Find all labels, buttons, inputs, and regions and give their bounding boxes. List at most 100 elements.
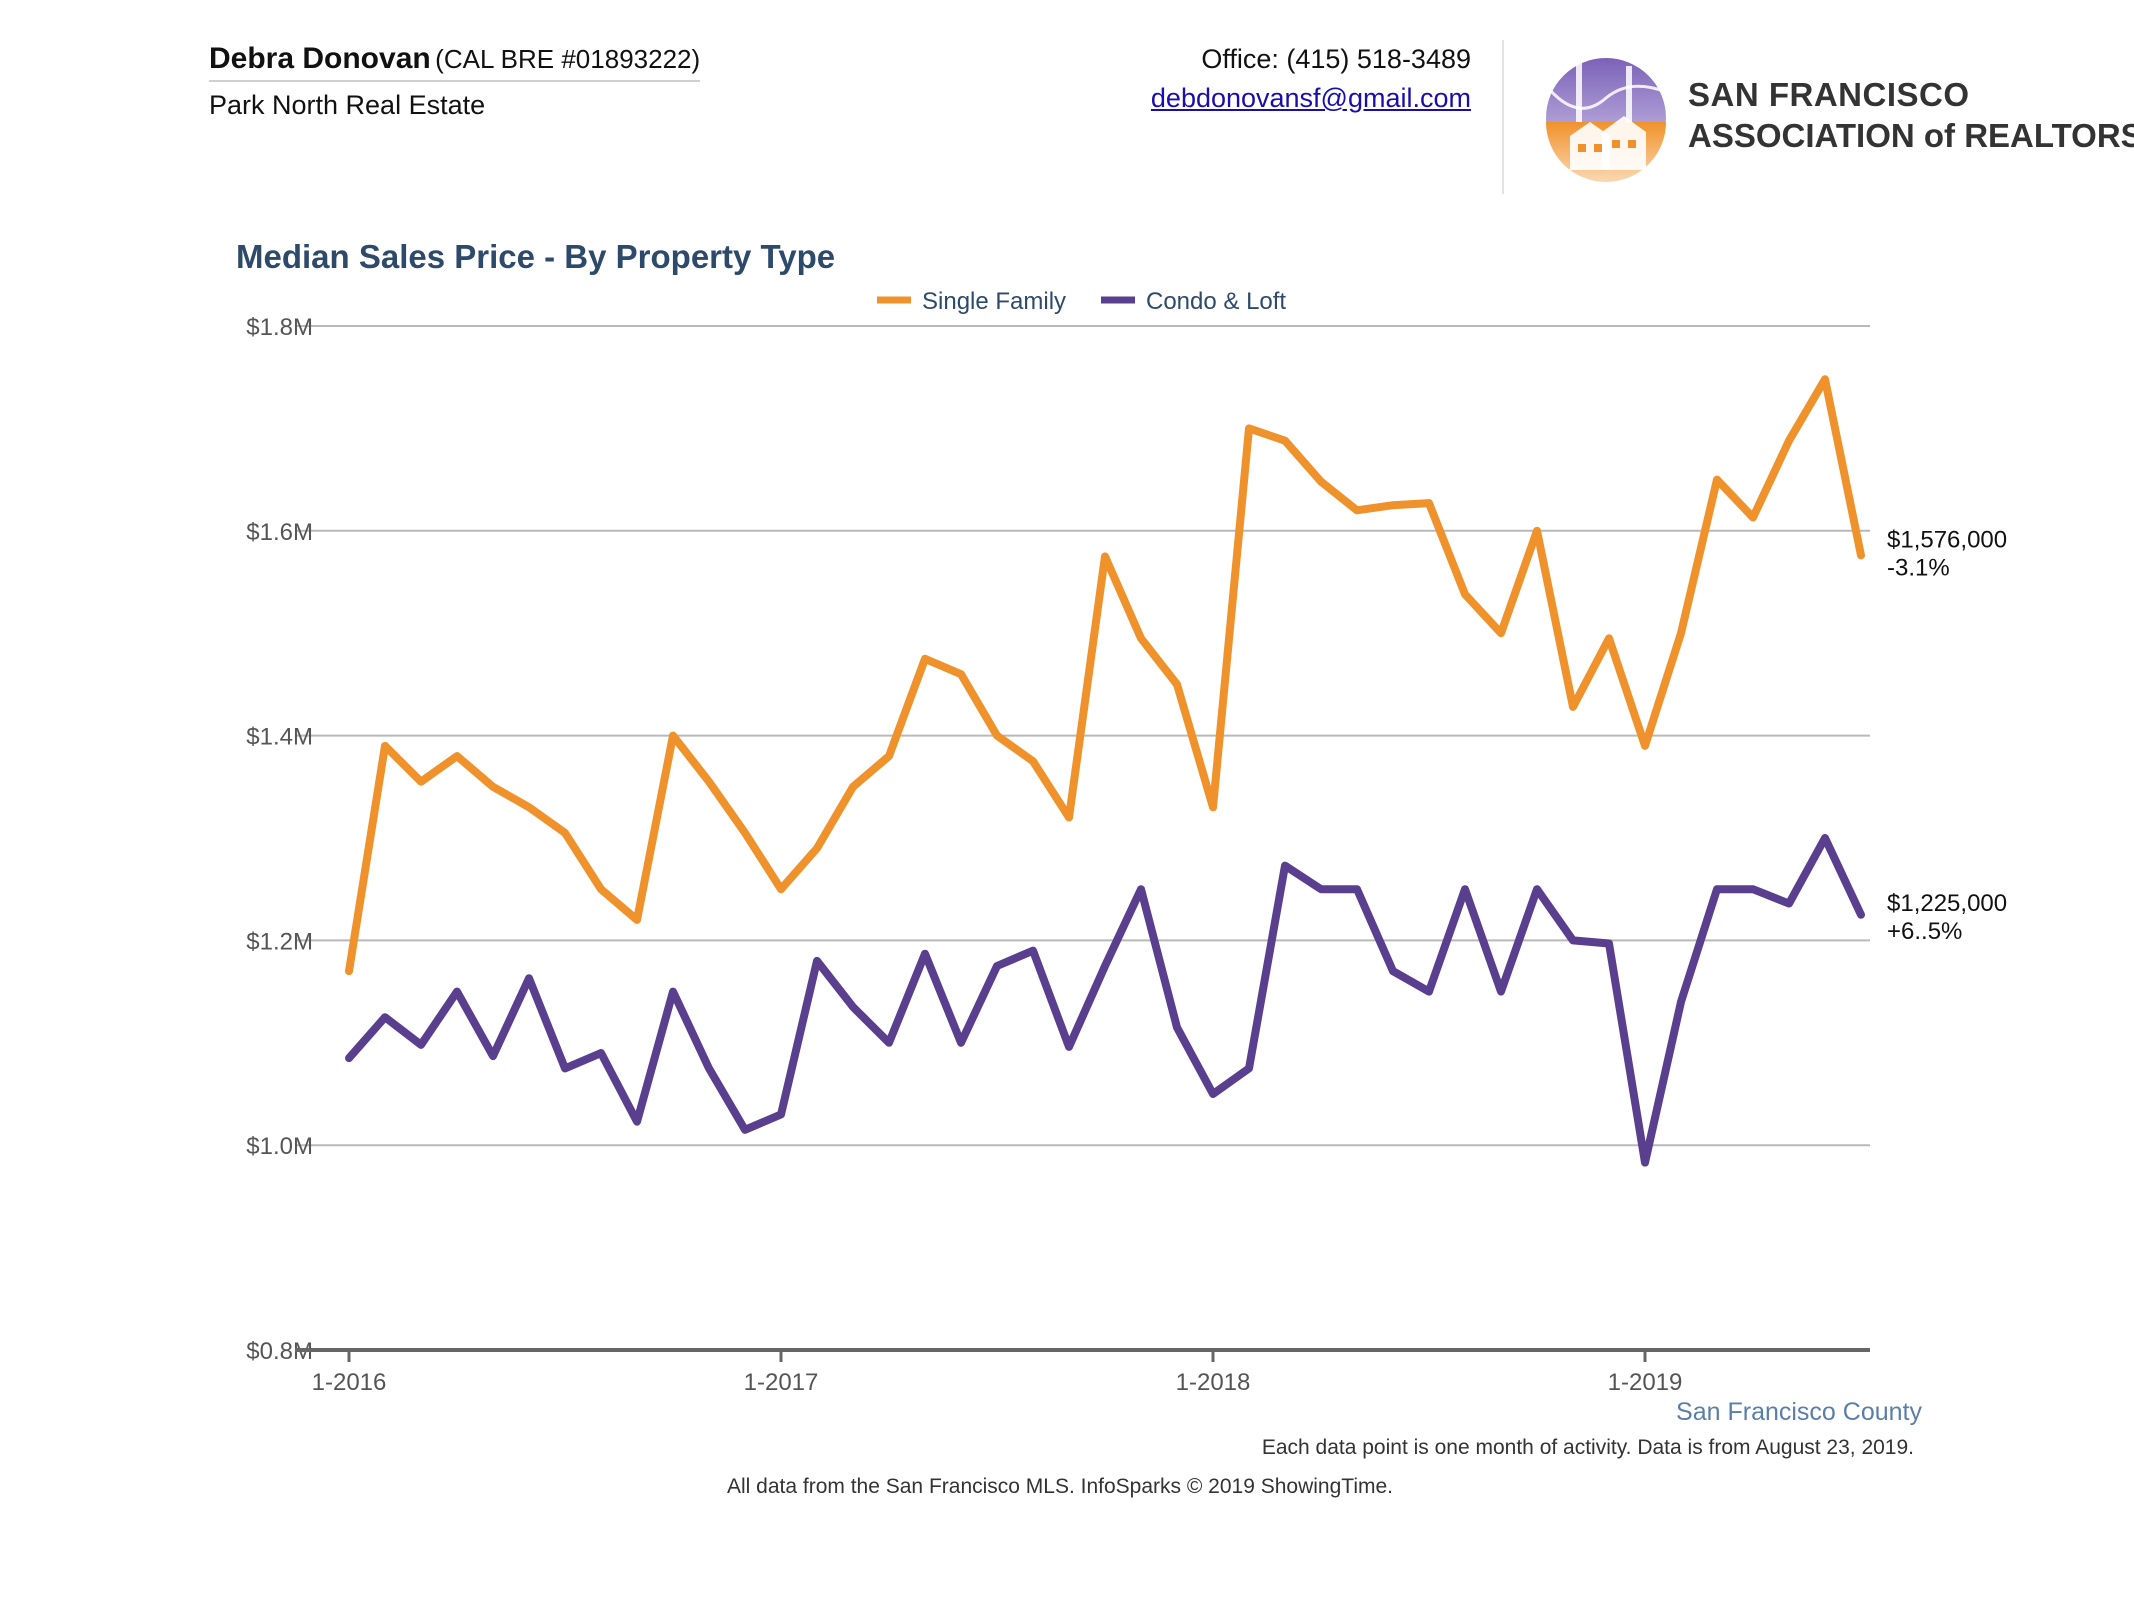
end-labels: $1,576,000-3.1% $1,225,000+6..5%: [1887, 526, 2007, 944]
data-point: [1317, 478, 1325, 486]
data-point: [1065, 814, 1073, 822]
data-point: [1353, 506, 1361, 514]
data-point: [1641, 1159, 1649, 1167]
data-point: [1209, 803, 1217, 811]
data-point: [741, 829, 749, 837]
x-tick-label: 1-2016: [312, 1369, 387, 1396]
data-point: [993, 732, 1001, 740]
office-phone: Office: (415) 518-3489: [1201, 44, 1471, 74]
data-point: [1425, 499, 1433, 507]
data-point: [489, 783, 497, 791]
data-point: [1497, 629, 1505, 637]
sfar-logo: SAN FRANCISCO ASSOCIATION of REALTORS®: [1540, 52, 2134, 187]
data-point: [1317, 885, 1325, 893]
data-point: [669, 988, 677, 996]
data-point: [597, 885, 605, 893]
data-point: [777, 885, 785, 893]
data-point: [1425, 988, 1433, 996]
data-point: [777, 1110, 785, 1118]
header-divider: [1502, 40, 1504, 194]
data-point: [1173, 680, 1181, 688]
data-point: [453, 988, 461, 996]
end-change-label: -3.1%: [1887, 554, 1950, 581]
data-point: [1029, 947, 1037, 955]
legend-label: Single Family: [922, 288, 1066, 315]
data-point: [1857, 911, 1865, 919]
data-point: [1749, 885, 1757, 893]
data-point: [561, 829, 569, 837]
data-point: [921, 655, 929, 663]
contact-info: Office: (415) 518-3489 debdonovansf@gmai…: [1151, 44, 1471, 114]
data-point: [1065, 1043, 1073, 1051]
data-point: [525, 974, 533, 982]
data-point: [1533, 885, 1541, 893]
data-point: [849, 1003, 857, 1011]
data-point: [381, 742, 389, 750]
end-change-label: +6..5%: [1887, 918, 1962, 945]
agent-name-line: Debra Donovan (CAL BRE #01893222): [209, 42, 701, 82]
axes: $0.8M$1.0M$1.2M$1.4M$1.6M$1.8M1-2016 1-20…: [246, 314, 1870, 1396]
y-tick-label: $1.8M: [246, 314, 313, 341]
agent-company: Park North Real Estate: [209, 90, 486, 120]
data-point: [1173, 1023, 1181, 1031]
agent-info: Debra Donovan (CAL BRE #01893222) Park N…: [209, 42, 701, 121]
series-lines: [345, 375, 1865, 1167]
x-tick-label: 1-2017: [744, 1369, 819, 1396]
email-link[interactable]: debdonovansf@gmail.com: [1150, 83, 1471, 113]
logo-line-1: SAN FRANCISCO: [1688, 76, 1970, 113]
data-point: [957, 670, 965, 678]
y-tick-label: $1.4M: [246, 724, 313, 751]
data-point: [1677, 998, 1685, 1006]
data-point: [525, 803, 533, 811]
data-point: [1785, 900, 1793, 908]
series-line-condo-loft: [345, 834, 1865, 1167]
data-point: [1713, 476, 1721, 484]
data-point: [1497, 988, 1505, 996]
data-point: [1353, 885, 1361, 893]
data-point: [957, 1039, 965, 1047]
data-point: [345, 967, 353, 975]
data-point: [561, 1064, 569, 1072]
data-point: [1245, 1064, 1253, 1072]
data-note: Each data point is one month of activity…: [1261, 1436, 1914, 1459]
data-point: [1677, 629, 1685, 637]
data-point: [705, 778, 713, 786]
end-value-label: $1,225,000: [1887, 890, 2007, 917]
data-point: [1281, 862, 1289, 870]
data-point: [813, 844, 821, 852]
data-point: [669, 732, 677, 740]
data-point: [993, 962, 1001, 970]
agent-license: (CAL BRE #01893222): [435, 44, 701, 74]
y-tick-label: $1.0M: [246, 1133, 313, 1160]
data-point: [1785, 437, 1793, 445]
data-point: [921, 950, 929, 958]
data-point: [1821, 834, 1829, 842]
legend: Single Family Condo & Loft: [877, 288, 1286, 315]
data-point: [1713, 885, 1721, 893]
data-point: [1137, 634, 1145, 642]
data-point: [1461, 590, 1469, 598]
data-point: [1641, 742, 1649, 750]
y-tick-label: $1.6M: [246, 519, 313, 546]
logo-line-2: ASSOCIATION of REALTORS®: [1688, 117, 2134, 154]
data-point: [417, 778, 425, 786]
data-point: [1461, 885, 1469, 893]
agent-name: Debra Donovan: [209, 42, 431, 75]
data-point: [417, 1041, 425, 1049]
data-point: [1029, 757, 1037, 765]
data-point: [813, 957, 821, 965]
data-point: [381, 1013, 389, 1021]
legend-label: Condo & Loft: [1146, 288, 1286, 315]
data-point: [741, 1126, 749, 1134]
data-point: [453, 752, 461, 760]
data-point: [1569, 936, 1577, 944]
sfar-emblem-icon: [1546, 58, 1667, 182]
series-line-single-family: [345, 375, 1865, 976]
data-point: [597, 1049, 605, 1057]
data-point: [633, 916, 641, 924]
data-point: [1605, 634, 1613, 642]
data-point: [1137, 885, 1145, 893]
data-point: [885, 752, 893, 760]
data-point: [1569, 703, 1577, 711]
data-point: [1101, 552, 1109, 560]
